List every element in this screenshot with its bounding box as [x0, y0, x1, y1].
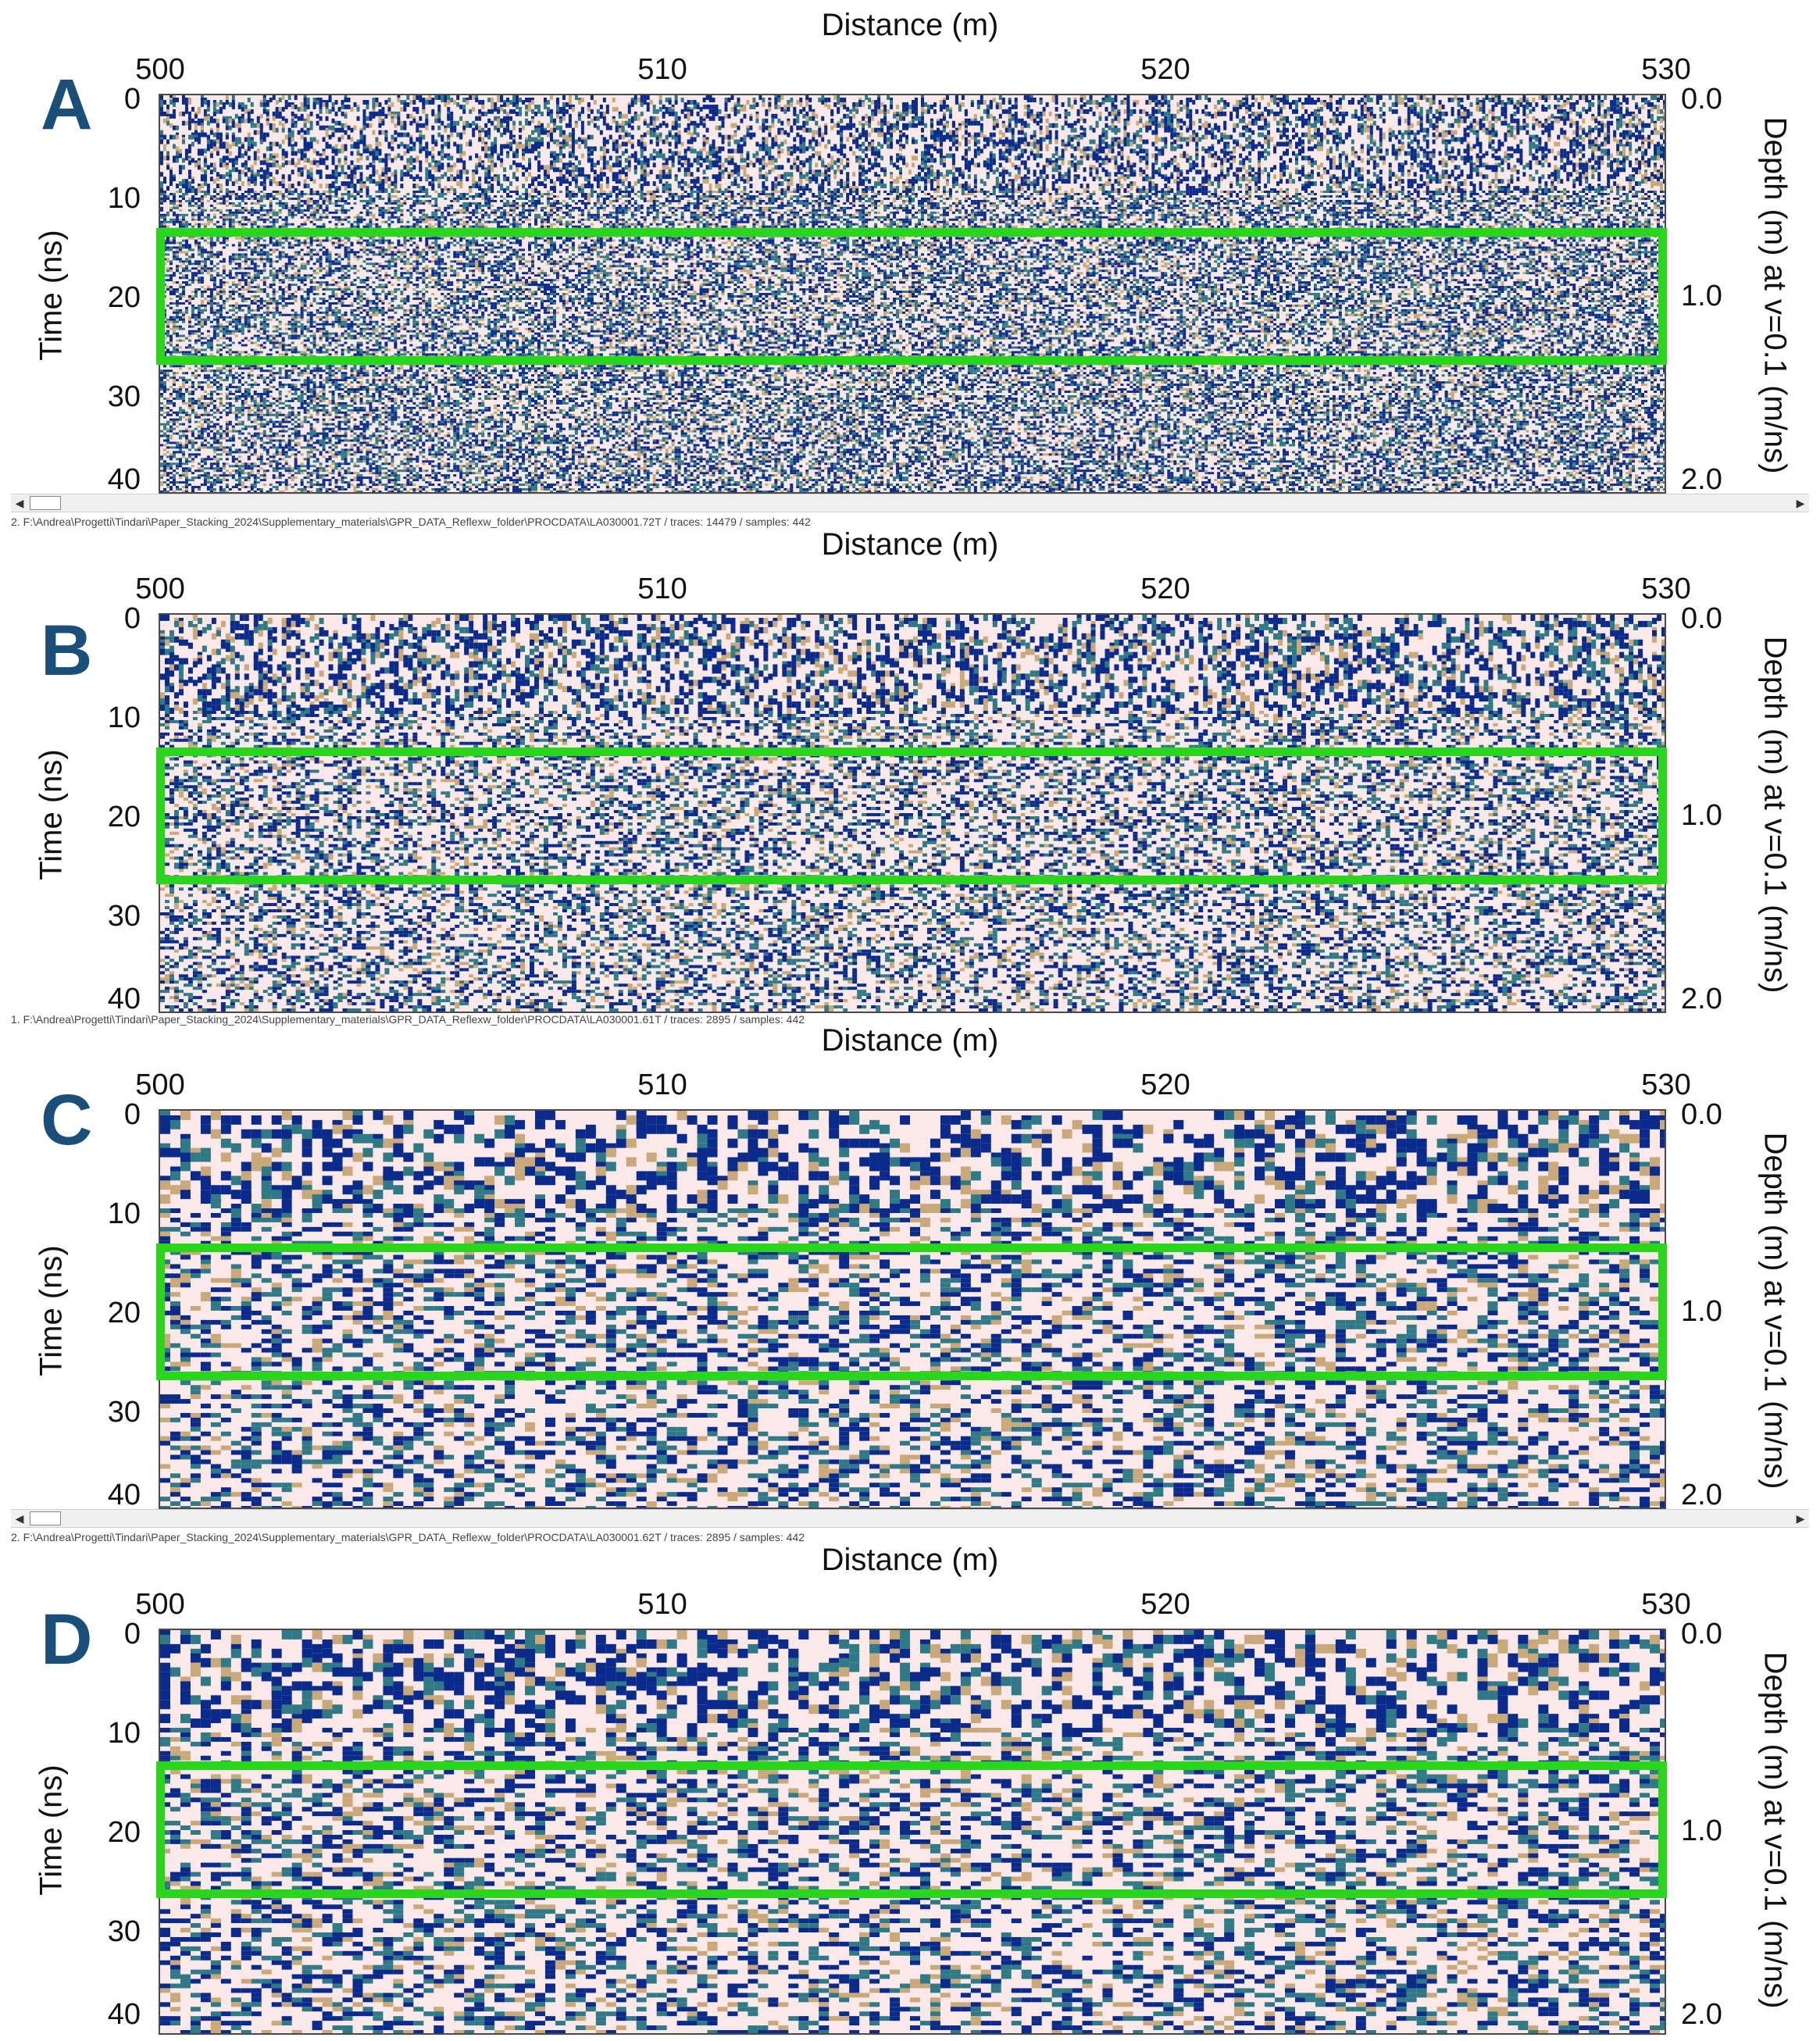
y-left-tick-label: 40 [86, 1480, 141, 1510]
y-right-tick-label: 0.0 [1681, 604, 1722, 633]
y-left-tick-label: 30 [86, 382, 141, 412]
y-left-tick-label: 30 [86, 1397, 141, 1427]
y-right-tick-label: 2.0 [1681, 1480, 1722, 1510]
panel-letter: A [41, 69, 92, 141]
y-right-tick-label: 2.0 [1681, 465, 1722, 494]
x-tick-label: 510 [637, 1070, 687, 1100]
depth-axis-title: Depth (m) at v=0.1 (m/ns) [1758, 117, 1793, 474]
y-right-tick-label: 0.0 [1681, 1619, 1722, 1649]
time-axis-title: Time (ns) [34, 230, 70, 360]
time-axis-title: Time (ns) [34, 1245, 70, 1376]
time-axis-title: Time (ns) [34, 749, 70, 880]
horizontal-scrollbar[interactable]: ◀ ▶ [11, 494, 1809, 512]
depth-axis-title: Depth (m) at v=0.1 (m/ns) [1758, 1652, 1793, 2009]
y-right-tick-label: 0.0 [1681, 1100, 1722, 1129]
x-tick-label: 530 [1641, 1070, 1690, 1100]
y-left-tick-label: 20 [86, 1818, 141, 1847]
x-tick-label: 510 [637, 574, 687, 604]
x-tick-label: 510 [637, 1590, 687, 1619]
x-tick-label: 500 [135, 574, 184, 604]
horizontal-scrollbar[interactable]: ◀ ▶ [11, 1509, 1809, 1528]
region-of-interest-box [156, 748, 1667, 884]
scroll-thumb[interactable] [30, 1511, 61, 1525]
y-left-tick-label: 20 [86, 1298, 141, 1328]
scroll-right-icon[interactable]: ▶ [1792, 1510, 1809, 1527]
y-right-tick-label: 2.0 [1681, 2000, 1722, 2029]
y-left-tick-label: 10 [86, 1199, 141, 1229]
y-right-tick-label: 1.0 [1681, 281, 1722, 311]
y-right-tick-label: 2.0 [1681, 984, 1722, 1014]
y-left-tick-label: 0 [86, 604, 141, 633]
y-left-tick-label: 0 [86, 84, 141, 114]
x-tick-label: 520 [1140, 1590, 1190, 1619]
y-left-tick-label: 30 [86, 1917, 141, 1946]
scroll-left-icon[interactable]: ◀ [11, 494, 28, 512]
panel-letter: D [41, 1604, 92, 1675]
x-tick-label: 530 [1641, 574, 1690, 604]
x-tick-label: 520 [1140, 1070, 1190, 1100]
scroll-left-icon[interactable]: ◀ [11, 1510, 28, 1527]
y-right-tick-label: 0.0 [1681, 84, 1722, 114]
y-right-tick-label: 1.0 [1681, 1816, 1722, 1846]
y-left-tick-label: 40 [86, 465, 141, 494]
y-right-tick-label: 1.0 [1681, 801, 1722, 830]
y-left-tick-label: 0 [86, 1619, 141, 1649]
x-tick-label: 500 [135, 55, 184, 84]
radargram-panel-a: Distance (m) A 500 510 520 530 0 10 20 3… [0, 0, 1820, 519]
distance-axis-title: Distance (m) [0, 1540, 1820, 1580]
y-left-tick-label: 10 [86, 703, 141, 733]
y-left-tick-label: 30 [86, 901, 141, 931]
region-of-interest-box [156, 228, 1667, 365]
x-tick-label: 530 [1641, 55, 1690, 84]
x-tick-label: 500 [135, 1590, 184, 1619]
panel-letter: B [41, 615, 92, 687]
x-tick-label: 530 [1641, 1590, 1690, 1619]
depth-axis-title: Depth (m) at v=0.1 (m/ns) [1758, 637, 1793, 994]
region-of-interest-box [156, 1761, 1667, 1898]
radargram-panel-b: Distance (m) B 500 510 520 530 0 10 20 3… [0, 519, 1820, 1015]
y-left-tick-label: 10 [86, 184, 141, 213]
radargram-panel-d: Distance (m) D 500 510 520 530 0 10 20 3… [0, 1535, 1820, 2041]
y-left-tick-label: 10 [86, 1718, 141, 1748]
x-tick-label: 520 [1140, 574, 1190, 604]
distance-axis-title: Distance (m) [0, 524, 1820, 565]
radargram-panel-c: Distance (m) C 500 510 520 530 0 10 20 3… [0, 1015, 1820, 1535]
y-left-tick-label: 40 [86, 2000, 141, 2029]
panel-letter: C [41, 1084, 92, 1156]
scroll-thumb[interactable] [30, 496, 61, 510]
y-left-tick-label: 0 [86, 1100, 141, 1129]
y-left-tick-label: 20 [86, 802, 141, 832]
region-of-interest-box [156, 1244, 1667, 1380]
depth-axis-title: Depth (m) at v=0.1 (m/ns) [1758, 1133, 1793, 1490]
distance-axis-title: Distance (m) [0, 5, 1820, 45]
y-left-tick-label: 20 [86, 283, 141, 312]
y-left-tick-label: 40 [86, 984, 141, 1014]
time-axis-title: Time (ns) [34, 1764, 70, 1895]
distance-axis-title: Distance (m) [0, 1020, 1820, 1061]
x-tick-label: 500 [135, 1070, 184, 1100]
x-tick-label: 510 [637, 55, 687, 84]
x-tick-label: 520 [1140, 55, 1190, 84]
scroll-right-icon[interactable]: ▶ [1792, 494, 1809, 512]
y-right-tick-label: 1.0 [1681, 1297, 1722, 1326]
